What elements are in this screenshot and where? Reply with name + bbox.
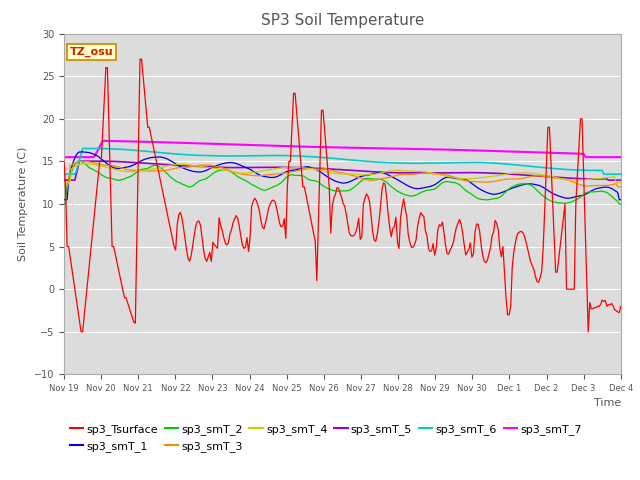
sp3_smT_5 <box>60 177 68 183</box>
sp3_smT_1 <box>60 197 68 203</box>
sp3_smT_1 <box>79 149 86 155</box>
sp3_smT_5 <box>130 159 138 165</box>
sp3_smT_7 <box>588 154 595 160</box>
sp3_smT_7 <box>255 143 263 148</box>
sp3_smT_1 <box>588 188 595 194</box>
sp3_smT_5 <box>588 176 595 182</box>
sp3_smT_4 <box>130 168 138 174</box>
sp3_smT_2 <box>588 189 595 194</box>
sp3_smT_2 <box>255 186 263 192</box>
sp3_smT_6 <box>60 171 68 177</box>
sp3_smT_1 <box>305 164 313 170</box>
sp3_smT_7 <box>130 139 138 144</box>
sp3_smT_7 <box>60 154 68 160</box>
sp3_smT_6 <box>228 153 236 159</box>
sp3_smT_4 <box>228 168 236 174</box>
sp3_smT_3 <box>60 184 68 190</box>
sp3_Tsurface <box>77 329 85 335</box>
sp3_smT_3 <box>305 166 313 171</box>
sp3_smT_4 <box>255 168 263 174</box>
sp3_smT_2 <box>228 169 236 175</box>
sp3_smT_5 <box>246 165 254 170</box>
sp3_smT_2 <box>130 171 138 177</box>
sp3_smT_2 <box>305 177 313 182</box>
sp3_smT_5 <box>88 158 96 164</box>
sp3_smT_7 <box>99 138 107 144</box>
Line: sp3_smT_2: sp3_smT_2 <box>64 161 621 204</box>
sp3_smT_6 <box>130 147 138 153</box>
sp3_smT_6 <box>305 154 313 159</box>
sp3_smT_3 <box>246 172 254 178</box>
sp3_Tsurface <box>130 319 138 325</box>
sp3_smT_6 <box>81 145 88 151</box>
sp3_smT_4 <box>81 161 88 167</box>
Y-axis label: Soil Temperature (C): Soil Temperature (C) <box>19 147 28 261</box>
sp3_smT_3 <box>228 168 236 174</box>
sp3_smT_5 <box>617 177 625 183</box>
sp3_smT_3 <box>77 158 85 164</box>
sp3_smT_3 <box>130 168 138 173</box>
Line: sp3_Tsurface: sp3_Tsurface <box>64 59 621 332</box>
sp3_Tsurface <box>229 220 237 226</box>
sp3_Tsurface <box>307 216 314 221</box>
Line: sp3_smT_5: sp3_smT_5 <box>64 161 621 180</box>
Text: Time: Time <box>593 398 621 408</box>
sp3_smT_7 <box>305 144 313 150</box>
Legend: sp3_Tsurface, sp3_smT_1, sp3_smT_2, sp3_smT_3, sp3_smT_4, sp3_smT_5, sp3_smT_6, : sp3_Tsurface, sp3_smT_1, sp3_smT_2, sp3_… <box>70 424 582 452</box>
sp3_smT_2 <box>60 201 68 207</box>
sp3_smT_2 <box>617 201 625 207</box>
sp3_smT_4 <box>305 166 313 171</box>
sp3_Tsurface <box>136 56 144 62</box>
Line: sp3_smT_3: sp3_smT_3 <box>64 161 621 187</box>
sp3_smT_3 <box>255 173 263 179</box>
sp3_smT_7 <box>228 142 236 147</box>
sp3_smT_5 <box>255 164 263 170</box>
sp3_Tsurface <box>617 303 625 309</box>
sp3_smT_1 <box>617 197 625 203</box>
Line: sp3_smT_7: sp3_smT_7 <box>64 141 621 157</box>
sp3_smT_1 <box>246 167 254 172</box>
sp3_smT_3 <box>617 184 625 190</box>
sp3_smT_4 <box>617 180 625 186</box>
sp3_smT_6 <box>617 171 625 177</box>
sp3_smT_1 <box>130 162 138 168</box>
sp3_smT_2 <box>74 158 82 164</box>
sp3_smT_6 <box>588 168 595 173</box>
Line: sp3_smT_1: sp3_smT_1 <box>64 152 621 200</box>
sp3_smT_5 <box>305 165 313 171</box>
Line: sp3_smT_4: sp3_smT_4 <box>64 164 621 183</box>
sp3_Tsurface <box>589 306 596 312</box>
sp3_smT_4 <box>246 170 254 176</box>
sp3_Tsurface <box>257 218 265 224</box>
sp3_smT_7 <box>246 142 254 148</box>
sp3_Tsurface <box>248 203 255 209</box>
sp3_smT_1 <box>255 172 263 178</box>
sp3_smT_6 <box>255 153 263 158</box>
sp3_smT_4 <box>60 180 68 186</box>
sp3_smT_1 <box>228 160 236 166</box>
sp3_Tsurface <box>60 158 68 164</box>
sp3_smT_4 <box>588 176 595 182</box>
Line: sp3_smT_6: sp3_smT_6 <box>64 148 621 174</box>
sp3_smT_2 <box>246 180 254 186</box>
Text: TZ_osu: TZ_osu <box>70 47 113 58</box>
sp3_smT_5 <box>228 165 236 170</box>
sp3_smT_3 <box>588 183 595 189</box>
Title: SP3 Soil Temperature: SP3 Soil Temperature <box>260 13 424 28</box>
sp3_smT_7 <box>617 154 625 160</box>
sp3_smT_6 <box>246 153 254 159</box>
